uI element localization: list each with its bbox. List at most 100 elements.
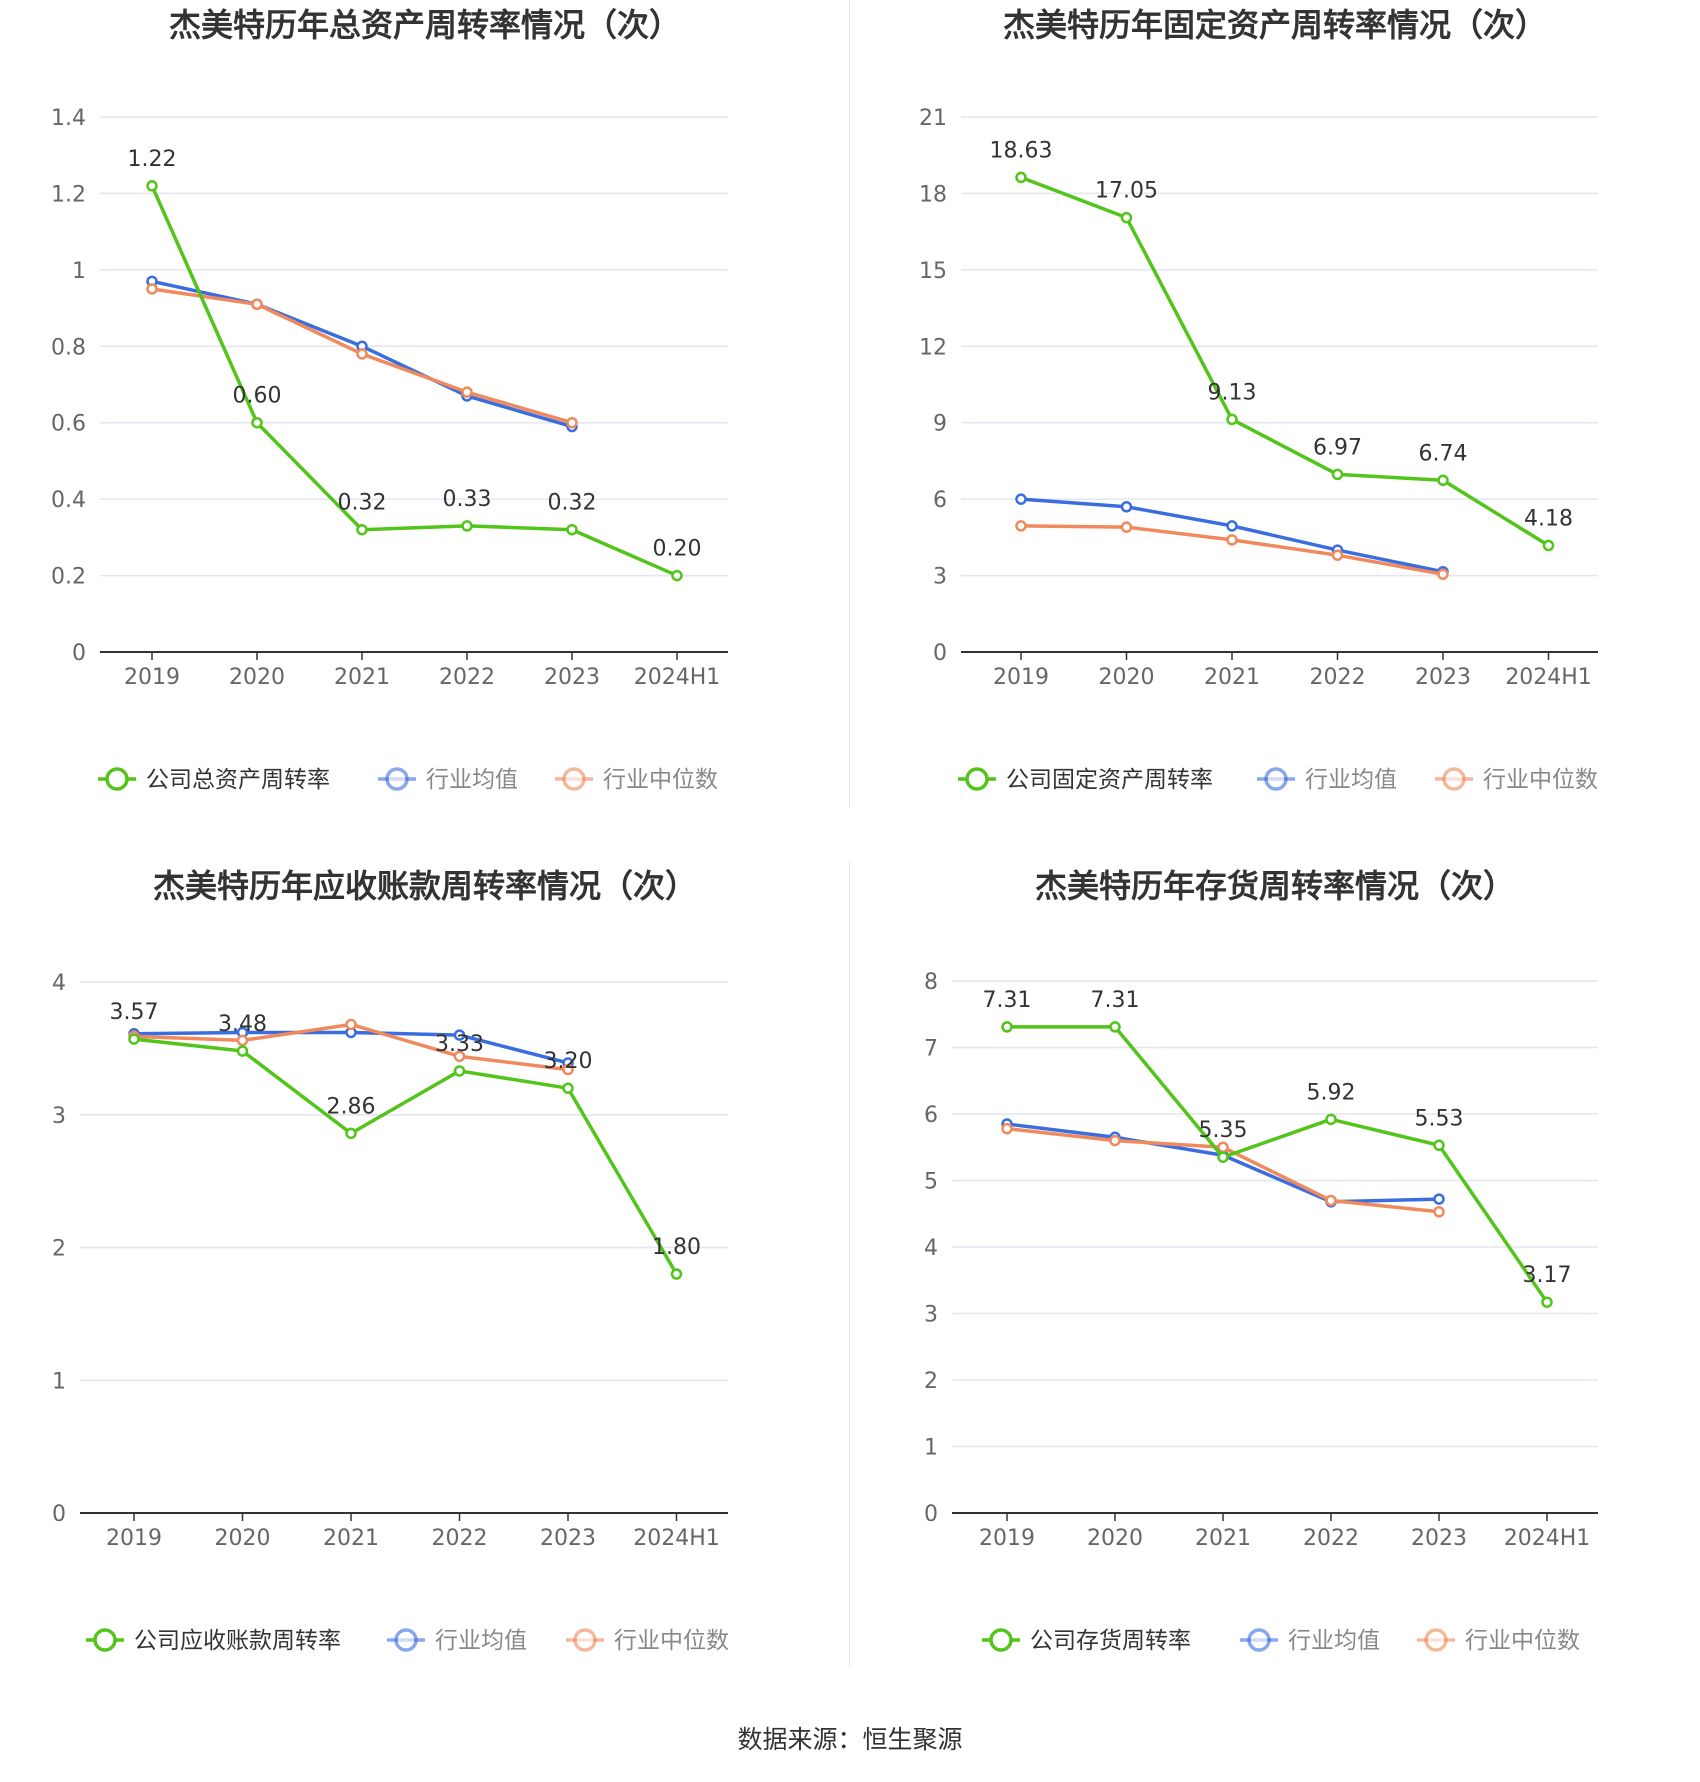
- y-tick-label: 6: [924, 1103, 938, 1128]
- legend-label: 行业均值: [426, 767, 518, 793]
- data-label: 0.60: [233, 384, 282, 409]
- legend-label: 行业中位数: [1483, 767, 1598, 793]
- y-tick-label: 1.4: [51, 106, 86, 131]
- legend-label: 行业均值: [1305, 767, 1397, 793]
- y-tick-label: 7: [924, 1037, 938, 1062]
- x-tick-label: 2023: [540, 1526, 596, 1551]
- data-point: [1433, 1193, 1445, 1205]
- y-tick-label: 15: [919, 259, 947, 284]
- legend-label: 行业中位数: [1465, 1628, 1580, 1654]
- y-tick-label: 0.6: [51, 412, 86, 437]
- data-point: [1001, 1122, 1013, 1135]
- legend-marker: [1442, 767, 1466, 791]
- x-tick-label: 2022: [1310, 665, 1366, 690]
- legend-marker: [394, 1628, 418, 1652]
- y-tick-label: 0: [933, 641, 947, 666]
- data-point: [1325, 1194, 1337, 1207]
- data-point: [128, 1033, 140, 1045]
- series-line-0: [1007, 1025, 1549, 1304]
- data-point: [1015, 493, 1027, 505]
- data-point: [1433, 1139, 1445, 1152]
- data-label: 7.31: [1091, 988, 1140, 1013]
- y-tick-label: 0: [924, 1502, 938, 1527]
- data-point: [566, 416, 578, 429]
- y-tick-label: 0.4: [51, 488, 86, 513]
- y-tick-label: 6: [933, 488, 947, 513]
- y-tick-label: 3: [52, 1104, 66, 1129]
- x-tick-label: 2020: [229, 665, 285, 690]
- x-tick-label: 2021: [334, 665, 390, 690]
- data-point: [345, 1018, 357, 1031]
- y-tick-label: 0.2: [51, 565, 86, 590]
- x-tick-label: 2020: [215, 1526, 271, 1551]
- chart-svg: 杰美特历年固定资产周转率情况（次） 0 3 6 9 12 15 18 21 2019 2020 202…: [919, 6, 1598, 793]
- y-tick-label: 0: [72, 641, 86, 666]
- x-tick-label: 2024H1: [634, 665, 721, 690]
- data-point: [1109, 1134, 1121, 1147]
- legend-label: 公司存货周转率: [1030, 1628, 1191, 1654]
- data-point: [453, 1065, 466, 1077]
- legend-marker: [385, 767, 409, 791]
- legend-marker: [1424, 1628, 1448, 1652]
- legend-marker: [105, 767, 129, 791]
- legend-marker: [1247, 1628, 1271, 1652]
- data-label: 17.05: [1095, 179, 1158, 204]
- data-label: 3.20: [544, 1049, 593, 1074]
- data-point: [1437, 568, 1449, 581]
- data-label: 2.86: [327, 1094, 376, 1119]
- data-point: [1541, 1296, 1553, 1308]
- y-tick-label: 1: [72, 259, 86, 284]
- chart-title: 杰美特历年固定资产周转率情况（次）: [1003, 6, 1547, 44]
- y-tick-label: 3: [924, 1303, 938, 1328]
- data-label: 3.17: [1523, 1263, 1572, 1288]
- divider-top: [849, 0, 850, 808]
- inventory-turnover-chart: 杰美特历年存货周转率情况（次） 0 1 2 3 4 5 6 7 8 2019 2020 2021 2022…: [850, 861, 1700, 1722]
- data-point: [251, 416, 263, 429]
- data-point: [461, 386, 473, 398]
- data-label: 1.22: [128, 147, 177, 172]
- x-tick-label: 2022: [1303, 1526, 1359, 1551]
- x-tick-label: 2022: [432, 1526, 488, 1551]
- data-label: 0.33: [443, 487, 492, 512]
- x-tick-label: 2019: [993, 665, 1049, 690]
- data-point: [1226, 413, 1238, 426]
- data-point: [1217, 1141, 1229, 1153]
- y-tick-label: 12: [919, 335, 947, 360]
- data-point: [1331, 468, 1344, 481]
- x-tick-label: 2024H1: [1504, 1526, 1591, 1551]
- data-label: 0.32: [338, 491, 387, 516]
- legend-marker: [989, 1628, 1013, 1652]
- data-point: [671, 569, 683, 582]
- data-point: [1015, 520, 1027, 532]
- data-point: [461, 520, 473, 532]
- data-point: [1542, 539, 1555, 552]
- legend-marker: [965, 767, 989, 791]
- data-label: 9.13: [1208, 380, 1257, 405]
- data-label: 3.33: [435, 1032, 484, 1057]
- data-point: [1120, 521, 1133, 533]
- data-label: 0.32: [548, 491, 597, 516]
- data-point: [1226, 520, 1238, 532]
- data-point: [356, 523, 368, 536]
- y-tick-label: 8: [924, 970, 938, 995]
- x-tick-label: 2023: [1415, 665, 1471, 690]
- series-line-0: [150, 185, 678, 578]
- x-tick-label: 2021: [1195, 1526, 1251, 1551]
- x-tick-label: 2023: [1411, 1526, 1467, 1551]
- fixed-asset-turnover-chart: 杰美特历年固定资产周转率情况（次） 0 3 6 9 12 15 18 21 2019 2020 202…: [850, 0, 1700, 861]
- data-label: 4.18: [1524, 507, 1573, 532]
- data-point: [1325, 1113, 1337, 1126]
- data-point: [1217, 1151, 1229, 1163]
- y-tick-label: 1: [52, 1369, 66, 1394]
- x-tick-label: 2023: [544, 665, 600, 690]
- data-point: [236, 1034, 249, 1047]
- chart-svg: 杰美特历年存货周转率情况（次） 0 1 2 3 4 5 6 7 8 2019 2020 2021 2022…: [924, 867, 1598, 1654]
- data-point: [356, 348, 368, 360]
- x-tick-label: 2019: [979, 1526, 1035, 1551]
- total-asset-turnover-chart: 杰美特历年总资产周转率情况（次） 0 0.2 0.4 0.6 0.8 1 1.2 1.4 2019…: [0, 0, 850, 861]
- y-tick-label: 0.8: [51, 335, 86, 360]
- chart-svg: 杰美特历年应收账款周转率情况（次） 0 1 2 3 4 2019 2020 2021 2022 20…: [52, 867, 729, 1654]
- data-label: 3.48: [218, 1012, 267, 1037]
- data-point: [1437, 474, 1449, 487]
- data-point: [1433, 1206, 1445, 1218]
